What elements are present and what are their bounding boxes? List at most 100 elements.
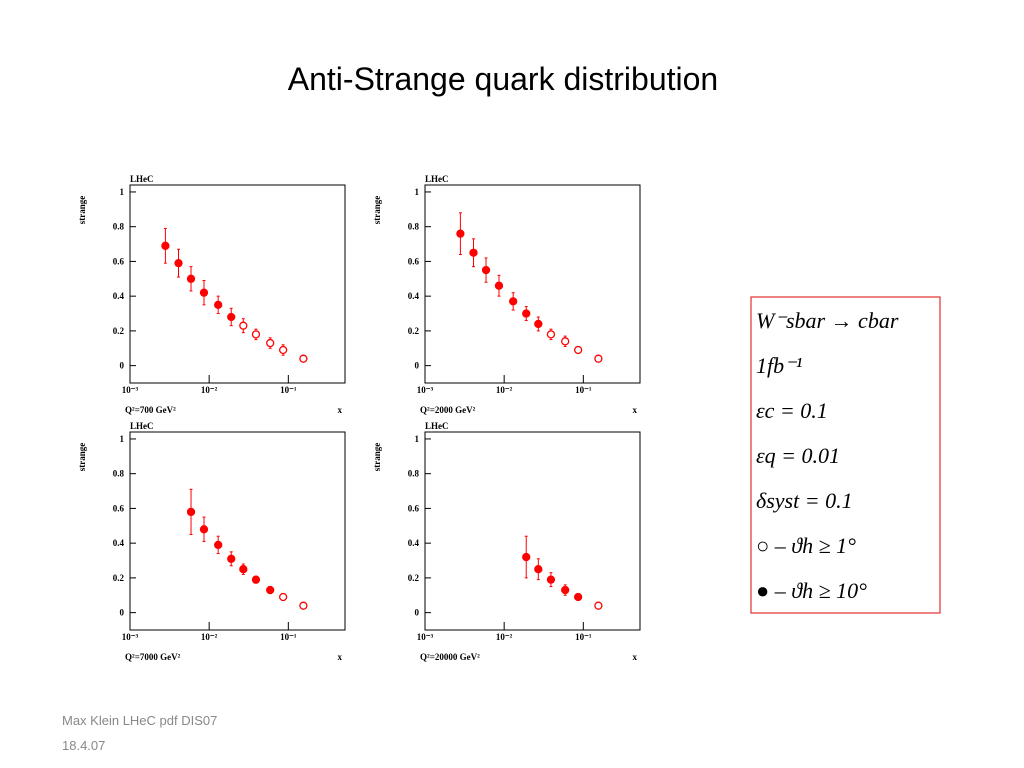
marker bbox=[546, 575, 556, 584]
marker bbox=[299, 601, 308, 610]
x-tick-label: 10⁻¹ bbox=[575, 385, 592, 395]
panel-label: LHeC bbox=[425, 174, 449, 184]
y-tick-label: 0.4 bbox=[408, 538, 420, 548]
marker bbox=[239, 565, 248, 574]
marker bbox=[594, 354, 603, 363]
marker bbox=[561, 585, 570, 595]
y-tick-label: 1 bbox=[120, 434, 125, 444]
y-axis-label: strange bbox=[372, 443, 382, 472]
panel-note: Q²=2000 GeV² bbox=[420, 405, 476, 415]
y-tick-label: 0.6 bbox=[408, 256, 420, 266]
marker bbox=[199, 525, 209, 534]
marker bbox=[299, 354, 308, 363]
panel-label: LHeC bbox=[130, 174, 154, 184]
y-tick-label: 0.4 bbox=[113, 291, 125, 301]
legend-line: W⁻sbar → cbar bbox=[756, 308, 899, 333]
y-tick-label: 0 bbox=[120, 361, 125, 371]
marker bbox=[534, 319, 543, 329]
y-tick-label: 0.8 bbox=[113, 469, 125, 479]
x-axis-label: x bbox=[633, 405, 638, 415]
plot-frame bbox=[129, 431, 346, 631]
y-tick-label: 0 bbox=[415, 361, 420, 371]
marker bbox=[251, 575, 261, 584]
y-tick-label: 0.4 bbox=[408, 291, 420, 301]
x-tick-label: 10⁻³ bbox=[122, 385, 139, 395]
x-tick-label: 10⁻³ bbox=[417, 385, 434, 395]
y-tick-label: 0.6 bbox=[408, 503, 420, 513]
marker bbox=[456, 229, 465, 238]
y-tick-label: 1 bbox=[120, 187, 125, 197]
panel-note: Q²=7000 GeV² bbox=[125, 652, 181, 662]
marker bbox=[266, 338, 275, 348]
legend-line: ● – ϑh ≥ 10° bbox=[756, 578, 867, 603]
legend-line: δsyst = 0.1 bbox=[756, 488, 853, 513]
y-tick-label: 0.8 bbox=[408, 469, 420, 479]
x-tick-label: 10⁻² bbox=[201, 385, 218, 395]
panel-label: LHeC bbox=[425, 421, 449, 431]
x-tick-label: 10⁻¹ bbox=[575, 632, 592, 642]
y-tick-label: 0.2 bbox=[408, 326, 420, 336]
y-tick-label: 0.6 bbox=[113, 503, 125, 513]
x-tick-label: 10⁻³ bbox=[417, 632, 434, 642]
marker bbox=[573, 345, 583, 355]
x-axis-label: x bbox=[338, 405, 343, 415]
x-tick-label: 10⁻³ bbox=[122, 632, 139, 642]
y-axis-label: strange bbox=[77, 196, 87, 225]
x-axis-label: x bbox=[633, 652, 638, 662]
slide-title: Anti-Strange quark distribution bbox=[288, 61, 718, 97]
legend-line: 1fb⁻¹ bbox=[756, 353, 802, 378]
panel-label: LHeC bbox=[130, 421, 154, 431]
y-axis-label: strange bbox=[372, 196, 382, 225]
legend-line: εq = 0.01 bbox=[756, 443, 840, 468]
marker bbox=[546, 330, 556, 339]
marker bbox=[481, 265, 491, 275]
marker bbox=[239, 321, 248, 330]
legend-line: ○ – ϑh ≥ 1° bbox=[756, 533, 856, 558]
marker bbox=[534, 565, 543, 574]
marker bbox=[494, 281, 504, 290]
x-axis-label: x bbox=[338, 652, 343, 662]
x-tick-label: 10⁻² bbox=[496, 385, 513, 395]
marker bbox=[561, 337, 570, 346]
marker bbox=[214, 300, 223, 309]
marker bbox=[266, 585, 275, 595]
marker bbox=[469, 248, 478, 257]
footer: Max Klein LHeC pdf DIS07 bbox=[62, 713, 217, 728]
panel-note: Q²=20000 GeV² bbox=[420, 652, 480, 662]
marker bbox=[278, 345, 288, 355]
marker bbox=[594, 601, 603, 610]
plot-frame bbox=[424, 431, 641, 631]
y-axis-label: strange bbox=[77, 443, 87, 472]
marker bbox=[573, 592, 583, 602]
marker bbox=[199, 288, 209, 297]
plot-frame bbox=[129, 184, 346, 384]
x-tick-label: 10⁻² bbox=[201, 632, 218, 642]
y-tick-label: 0.2 bbox=[113, 573, 125, 583]
legend-line: εc = 0.1 bbox=[756, 398, 828, 423]
marker bbox=[522, 552, 531, 562]
panel-note: Q²=700 GeV² bbox=[125, 405, 176, 415]
y-tick-label: 1 bbox=[415, 434, 420, 444]
marker bbox=[227, 554, 236, 563]
y-tick-label: 0 bbox=[415, 608, 420, 618]
marker bbox=[161, 241, 170, 250]
marker bbox=[522, 309, 531, 318]
footer: 18.4.07 bbox=[62, 738, 105, 753]
y-tick-label: 0.6 bbox=[113, 256, 125, 266]
x-tick-label: 10⁻² bbox=[496, 632, 513, 642]
marker bbox=[174, 259, 183, 268]
y-tick-label: 0 bbox=[120, 608, 125, 618]
marker bbox=[251, 330, 261, 339]
y-tick-label: 0.4 bbox=[113, 538, 125, 548]
y-tick-label: 0.8 bbox=[113, 222, 125, 232]
y-tick-label: 0.8 bbox=[408, 222, 420, 232]
marker bbox=[509, 297, 518, 306]
plot-frame bbox=[424, 184, 641, 384]
y-tick-label: 1 bbox=[415, 187, 420, 197]
marker bbox=[186, 507, 196, 517]
marker bbox=[227, 312, 236, 322]
x-tick-label: 10⁻¹ bbox=[280, 632, 297, 642]
x-tick-label: 10⁻¹ bbox=[280, 385, 297, 395]
marker bbox=[278, 592, 288, 602]
